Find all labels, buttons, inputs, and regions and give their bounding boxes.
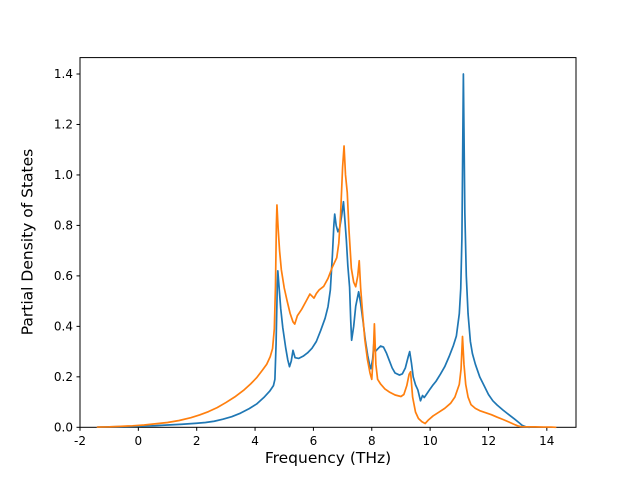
x-tick-label: 12 bbox=[481, 434, 496, 448]
y-tick-label: 0.4 bbox=[54, 319, 73, 333]
x-tick-label: 14 bbox=[539, 434, 554, 448]
x-tick-label: 2 bbox=[193, 434, 201, 448]
y-tick-label: 0.0 bbox=[54, 420, 73, 434]
y-tick-label: 1.2 bbox=[54, 117, 73, 131]
y-tick-label: 0.2 bbox=[54, 370, 73, 384]
x-tick-label: -2 bbox=[74, 434, 86, 448]
pdos-series-orange bbox=[96, 145, 557, 429]
axes-frame bbox=[79, 57, 577, 428]
x-tick-label: 0 bbox=[135, 434, 143, 448]
x-axis-label: Frequency (THz) bbox=[264, 449, 392, 467]
y-tick-label: 0.6 bbox=[54, 269, 73, 283]
x-tick-label: 8 bbox=[368, 434, 376, 448]
y-tick-label: 0.8 bbox=[54, 218, 73, 232]
y-tick-label: 1.0 bbox=[54, 168, 73, 182]
y-axis-label: Partial Density of States bbox=[18, 148, 37, 336]
x-tick-label: 4 bbox=[251, 434, 259, 448]
y-tick-label: 1.4 bbox=[54, 67, 73, 81]
x-tick-label: 6 bbox=[310, 434, 318, 448]
x-tick-label: 10 bbox=[422, 434, 437, 448]
